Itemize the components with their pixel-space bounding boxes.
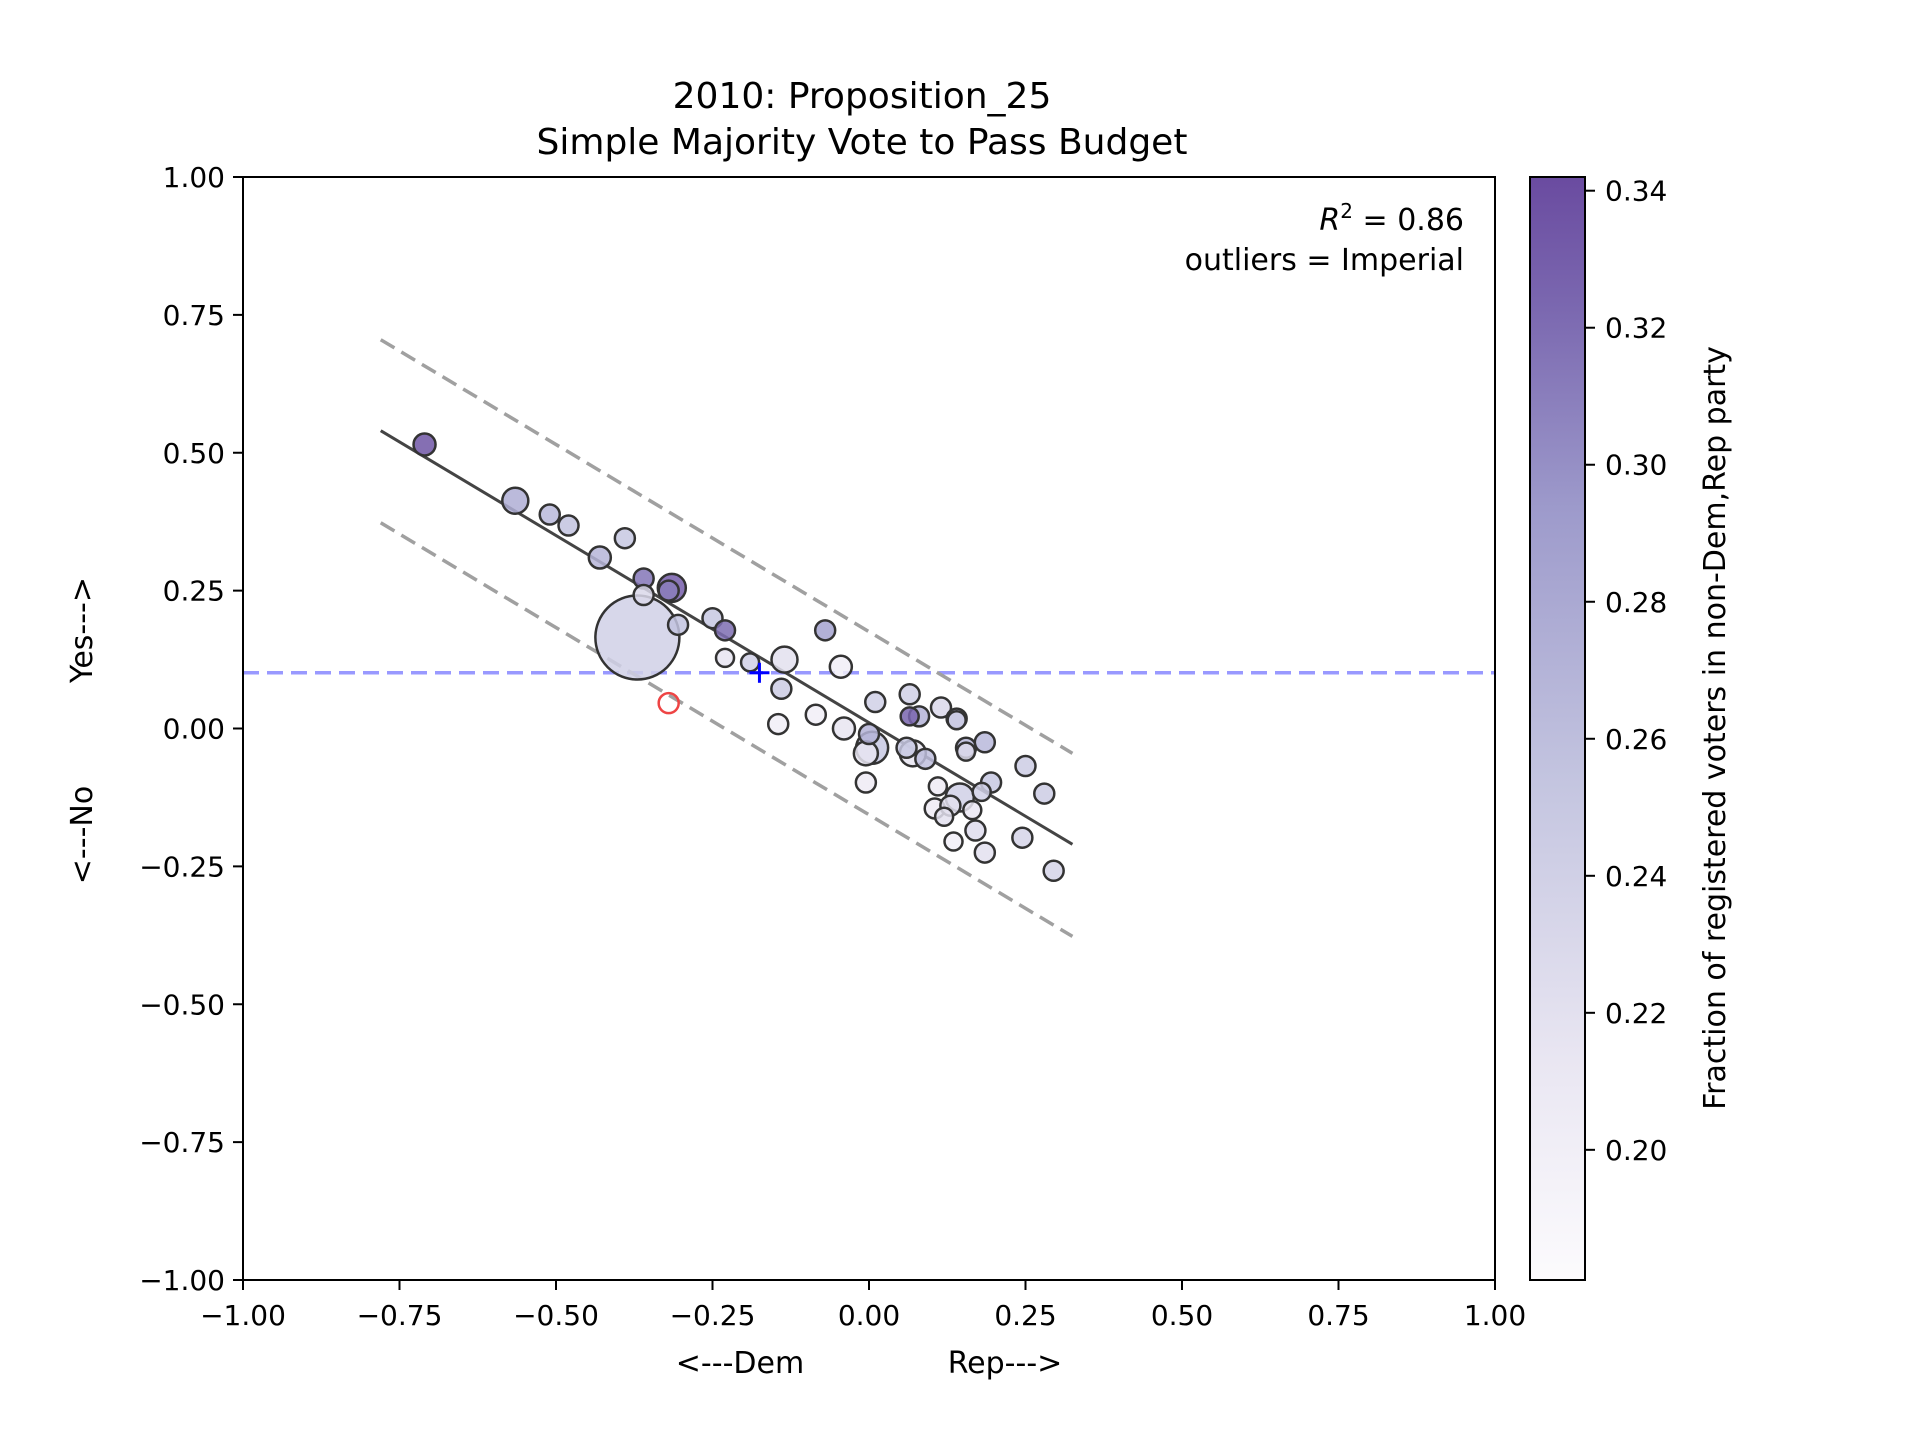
chart-title-line2: Simple Majority Vote to Pass Budget <box>537 122 1188 163</box>
y-tick-label: 0.00 <box>163 713 225 746</box>
lower-band-line <box>379 521 1074 938</box>
data-point <box>813 619 837 642</box>
y-tick-label: −0.25 <box>139 850 225 883</box>
colorbar-tick-label: 0.32 <box>1605 312 1667 345</box>
colorbar-tick-label: 0.20 <box>1605 1134 1667 1167</box>
data-point <box>831 716 857 741</box>
data-point <box>538 503 561 526</box>
colorbar-tick-label: 0.24 <box>1605 860 1667 893</box>
colorbar <box>1529 176 1586 1281</box>
colorbar-label: Fraction of registered voters in non-Dem… <box>1698 346 1733 1110</box>
x-tick-label: 0.75 <box>1307 1299 1369 1332</box>
data-point <box>666 613 690 637</box>
y-tick-label: 0.25 <box>163 575 225 608</box>
data-point <box>914 747 937 771</box>
data-point <box>613 526 637 550</box>
data-point <box>770 645 799 674</box>
data-point <box>1042 859 1065 883</box>
data-point <box>929 696 953 719</box>
data-point <box>657 579 680 602</box>
colorbar-tick-label: 0.34 <box>1605 175 1667 208</box>
outlier-point <box>657 691 680 715</box>
colorbar-tick-label: 0.26 <box>1605 723 1667 756</box>
x-axis: −1.00 −0.75 −0.50 −0.25 0.00 0.25 0.50 0.75 1.00 <box>200 1280 1526 1332</box>
y-tick-label: −0.50 <box>139 988 225 1021</box>
data-point <box>971 781 992 803</box>
y-tick-label: −0.75 <box>139 1126 225 1159</box>
x-tick-label: −0.75 <box>357 1299 443 1332</box>
data-point <box>864 690 887 714</box>
data-point <box>962 799 983 821</box>
x-tick-label: 0.00 <box>838 1299 900 1332</box>
data-point <box>587 545 613 570</box>
y-tick-label: 1.00 <box>163 161 225 194</box>
colorbar-ticks: 0.20 0.22 0.24 0.26 0.28 0.30 0.32 0.34 <box>1585 175 1667 1167</box>
y-tick-label: 0.75 <box>163 299 225 332</box>
data-point <box>770 677 793 701</box>
x-tick-label: 1.00 <box>1464 1299 1526 1332</box>
data-point <box>594 594 681 681</box>
data-point <box>964 819 987 842</box>
x-tick-label: −1.00 <box>200 1299 286 1332</box>
data-point <box>946 709 967 731</box>
data-point <box>557 514 580 537</box>
chart-title-line1: 2010: Proposition_25 <box>673 76 1052 117</box>
data-point <box>804 703 828 726</box>
data-point <box>899 706 920 727</box>
data-point <box>828 654 854 679</box>
data-point <box>927 776 949 797</box>
data-point <box>1033 782 1056 805</box>
outliers-annotation: outliers = Imperial <box>1185 243 1464 278</box>
data-point <box>713 619 737 642</box>
data-point <box>766 712 790 736</box>
plot-area <box>243 338 1495 938</box>
x-axis-label-dem: <---Dem <box>676 1346 804 1381</box>
data-point <box>973 841 997 864</box>
colorbar-tick-label: 0.28 <box>1605 586 1667 619</box>
data-point <box>955 741 977 762</box>
data-point <box>933 806 955 827</box>
y-tick-label: 0.50 <box>163 437 225 470</box>
data-point <box>852 740 880 767</box>
data-point <box>632 583 655 607</box>
x-axis-label-rep: Rep---> <box>948 1346 1063 1381</box>
colorbar-tick-label: 0.30 <box>1605 449 1667 482</box>
mean-marker <box>749 662 770 683</box>
data-point <box>714 647 736 669</box>
data-point <box>501 486 530 515</box>
data-point <box>854 771 878 794</box>
x-tick-label: −0.50 <box>513 1299 599 1332</box>
y-tick-label: −1.00 <box>139 1264 225 1297</box>
upper-band-line <box>379 338 1074 755</box>
data-point <box>973 731 997 754</box>
data-point <box>857 722 881 746</box>
y-axis: −1.00 −0.75 −0.50 −0.25 0.00 0.25 0.50 0.75 1.00 <box>139 161 243 1297</box>
x-tick-label: 0.25 <box>994 1299 1056 1332</box>
colorbar-tick-label: 0.22 <box>1605 997 1667 1030</box>
data-point <box>898 683 921 706</box>
x-tick-label: −0.25 <box>670 1299 756 1332</box>
y-axis-label-yes: Yes---> <box>65 577 100 684</box>
data-point <box>895 736 918 760</box>
data-point <box>739 652 761 673</box>
data-point <box>943 831 964 852</box>
x-tick-label: 0.50 <box>1151 1299 1213 1332</box>
data-point <box>412 432 437 457</box>
data-point <box>1011 826 1034 849</box>
r-squared-annotation: R2 = 0.86 <box>1319 199 1464 238</box>
y-axis-label-no: <---No <box>65 786 100 884</box>
data-point <box>1014 754 1037 778</box>
